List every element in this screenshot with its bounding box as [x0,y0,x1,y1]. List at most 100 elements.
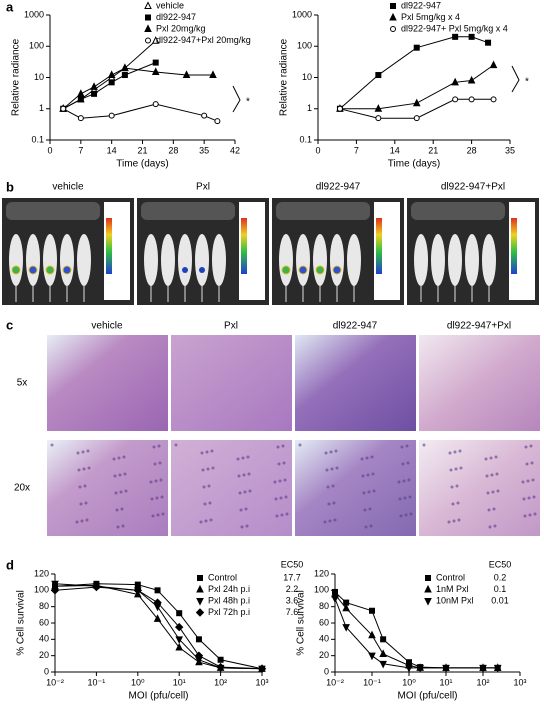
marker [151,67,160,75]
marker [145,14,151,21]
marker [133,586,143,595]
nucleus [80,519,84,523]
nucleus [490,473,494,477]
marker [144,24,152,32]
nucleus [407,478,411,482]
nucleus [332,501,336,505]
ec50-value: 0.2 [494,572,507,582]
histology-20x [295,440,416,536]
nucleus [323,520,327,524]
x-tick-label: 10² [214,677,227,687]
nucleus [282,461,286,465]
mouse [347,234,361,286]
panel-label: a [6,0,14,14]
histology-20x [171,440,292,536]
nucleus [50,443,54,447]
marker [194,651,204,660]
image-label: Pxl [196,182,210,193]
nucleus [280,513,284,517]
nucleus [85,518,89,522]
marker [416,664,424,673]
marker [121,63,129,72]
y-tick-label: 60 [319,617,329,627]
histology-20x [419,440,540,536]
mouse [178,234,192,286]
nucleus [522,497,526,501]
nucleus [81,450,85,454]
x-tick-label: 21 [428,145,438,155]
nucleus [277,462,281,466]
nucleus [283,478,287,482]
y-tick-label: 40 [319,634,329,644]
x-tick-label: 10¹ [439,677,452,687]
x-tick-label: 10⁰ [402,677,416,687]
y-tick-label: 120 [34,568,49,578]
marker [490,96,497,103]
y-tick-label: 100 [34,585,49,595]
ec50-value: 7.6 [286,607,299,617]
nucleus [448,451,452,455]
nucleus [360,457,364,461]
nucleus [325,468,329,472]
y-tick-label: 0 [324,666,329,676]
nucleus [202,485,206,489]
mouse [296,234,310,286]
image-label: dl922-947+Pxl [447,321,511,332]
panel-label: c [6,317,13,332]
nucleus [241,456,245,460]
nucleus [114,491,118,495]
marker [60,105,67,112]
signal [332,265,342,275]
mouse [313,234,327,286]
nucleus [86,449,90,453]
nucleus [492,507,496,511]
signal [62,265,72,275]
nucleus [274,497,278,501]
y-tick-label: 20 [319,650,329,660]
y-tick-label: 0 [44,666,49,676]
nucleus [273,480,277,484]
nucleus [123,472,127,476]
nucleus [284,495,288,499]
nucleus [113,474,117,478]
series-line [334,598,498,669]
marker [379,660,387,669]
color-scale [241,218,247,274]
marker [468,33,475,40]
legend-label: 10nM Pxl [436,595,474,605]
mouse [77,234,91,286]
marker [413,44,420,51]
y-tick-label: 10 [34,72,44,82]
marker [451,77,459,86]
nucleus [455,484,459,488]
x-tick-label: 42 [230,145,240,155]
marker [405,664,413,673]
nucleus [153,462,157,466]
color-scale [106,218,112,274]
series-line [62,62,156,110]
nucleus [458,449,462,453]
mouse [414,234,428,286]
marker [489,60,498,69]
mouse [279,234,293,286]
marker [107,70,116,79]
nucleus [363,508,367,512]
nucleus [459,466,463,470]
nucleus [488,525,492,529]
x-tick-label: 14 [390,145,400,155]
marker [121,72,128,79]
nucleus [84,501,88,505]
nucleus [403,496,407,500]
legend-label: Pxl 72h p.i [208,607,250,617]
nucleus [208,501,212,505]
nucleus [244,507,248,511]
nucleus [324,451,328,455]
nucleus [120,507,124,511]
nucleus [206,467,210,471]
nucleus [204,519,208,523]
nucleus [335,466,339,470]
nucleus [361,474,365,478]
image-label: dl922-947 [316,182,361,193]
x-tick-label: 10² [476,677,489,687]
nucleus [398,497,402,501]
